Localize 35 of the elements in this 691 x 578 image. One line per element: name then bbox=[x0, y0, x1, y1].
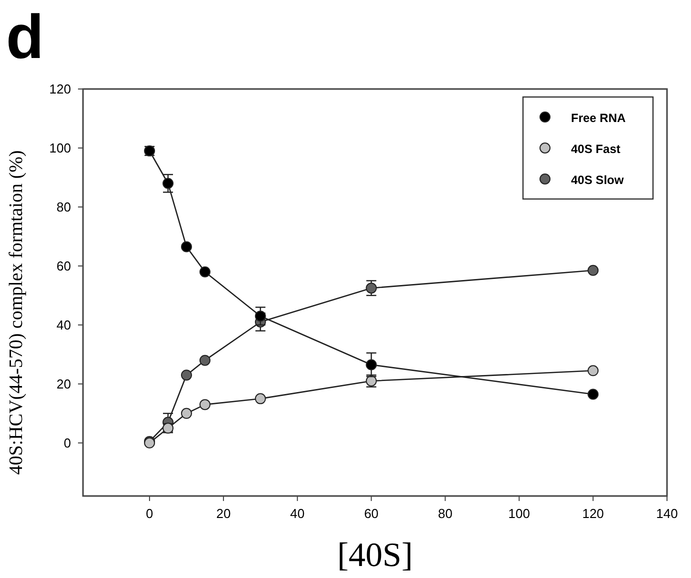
point bbox=[199, 266, 210, 278]
x-axis-title: [40S] bbox=[337, 537, 413, 574]
point bbox=[588, 388, 599, 400]
legend-label: 40S Slow bbox=[571, 173, 624, 187]
point bbox=[199, 399, 210, 410]
y-tick-label: 60 bbox=[56, 258, 71, 274]
x-tick-label: 60 bbox=[364, 506, 379, 521]
chart-title: d bbox=[6, 3, 44, 72]
point bbox=[199, 354, 210, 366]
y-tick-label: 100 bbox=[49, 140, 71, 156]
legend-label: Free RNA bbox=[571, 111, 626, 125]
point bbox=[254, 310, 266, 322]
legend-label: 40S Fast bbox=[571, 142, 620, 156]
point bbox=[180, 408, 192, 419]
y-tick-label: 20 bbox=[56, 376, 71, 392]
point bbox=[162, 178, 174, 189]
point bbox=[254, 393, 266, 404]
point bbox=[588, 264, 599, 276]
y-tick-label: 40 bbox=[56, 317, 71, 332]
y-tick-label: 0 bbox=[64, 435, 71, 450]
y-tick-label: 80 bbox=[56, 199, 71, 214]
point bbox=[366, 282, 377, 294]
x-tick-label: 20 bbox=[216, 506, 231, 521]
x-tick-label: 40 bbox=[290, 506, 305, 521]
x-tick-label: 100 bbox=[508, 506, 530, 521]
y-tick-label: 120 bbox=[49, 82, 71, 96]
x-tick-label: 120 bbox=[582, 506, 604, 521]
x-tick-label: 80 bbox=[438, 506, 452, 521]
x-tick-label: 140 bbox=[656, 506, 678, 521]
point bbox=[588, 365, 599, 376]
point bbox=[180, 241, 192, 252]
point bbox=[180, 370, 192, 381]
x-tick-label: 0 bbox=[146, 506, 154, 521]
point bbox=[366, 359, 377, 370]
y-axis-title: 40S:HCV(44-570) complex formtaion (%) bbox=[6, 150, 27, 475]
